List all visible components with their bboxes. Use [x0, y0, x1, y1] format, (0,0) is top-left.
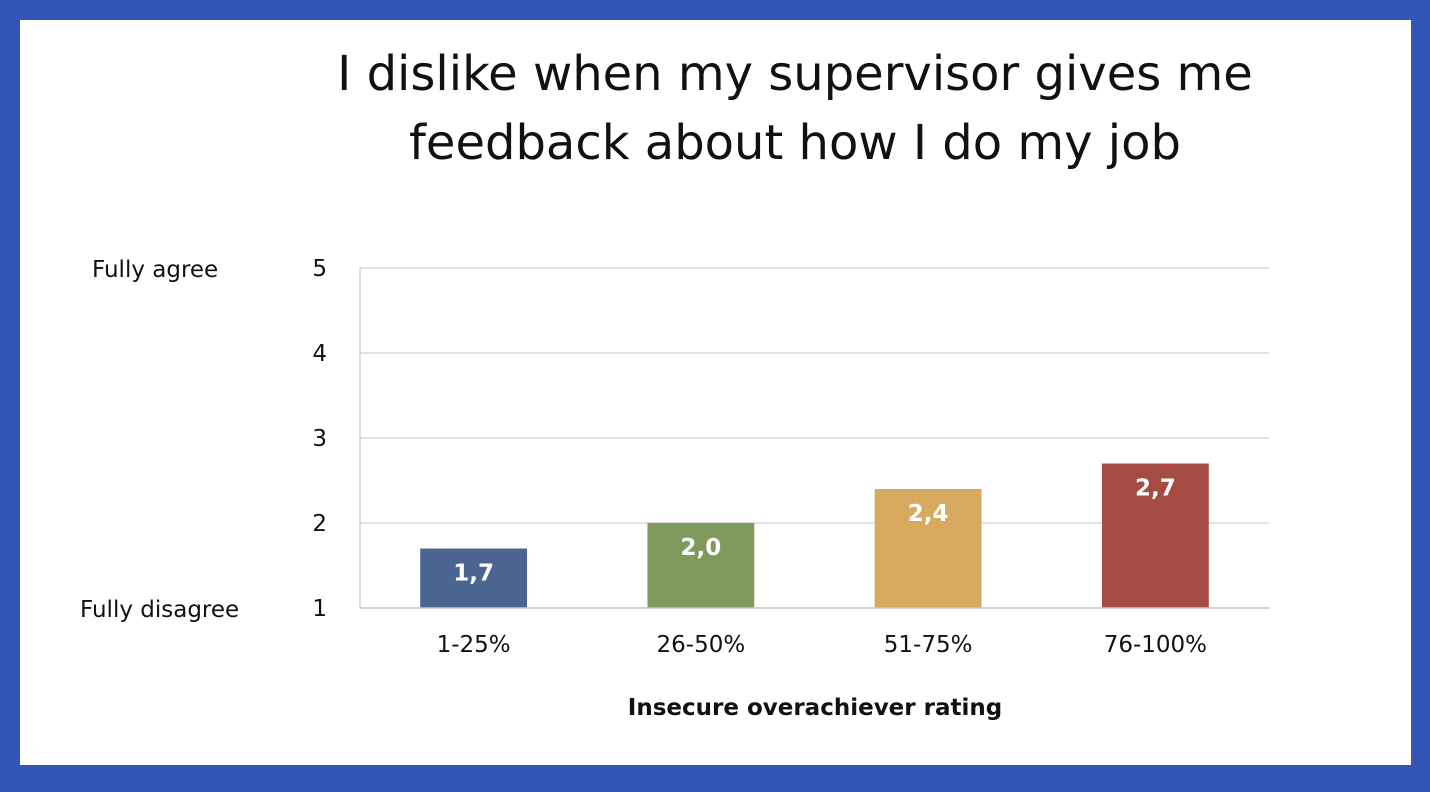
y-tick-label-5: 5 — [312, 256, 327, 282]
bar-value-label-76-100%: 2,7 — [1135, 476, 1176, 502]
bar-26-50% — [647, 523, 755, 608]
x-axis-label: Insecure overachiever rating — [628, 695, 1002, 721]
bar-value-label-26-50%: 2,0 — [681, 535, 722, 561]
bar-value-label-1-25%: 1,7 — [453, 561, 494, 587]
chart-panel — [20, 20, 1411, 765]
x-tick-label-76-100%: 76-100% — [1104, 632, 1207, 658]
y-anchor-label-bottom: Fully disagree — [80, 597, 240, 623]
x-tick-label-1-25%: 1-25% — [437, 632, 511, 658]
chart-title-line-1: I dislike when my supervisor gives me — [337, 46, 1253, 102]
y-anchor-label-top: Fully agree — [92, 257, 219, 283]
x-tick-label-26-50%: 26-50% — [657, 632, 746, 658]
bar-value-label-51-75%: 2,4 — [908, 501, 949, 527]
x-tick-label-51-75%: 51-75% — [884, 632, 973, 658]
y-tick-label-1: 1 — [312, 596, 327, 622]
y-tick-label-3: 3 — [312, 426, 327, 452]
y-tick-label-4: 4 — [312, 341, 327, 367]
bar-76-100% — [1101, 463, 1209, 608]
chart-title-line-2: feedback about how I do my job — [409, 115, 1181, 171]
bar-1-25% — [420, 548, 528, 608]
bar-51-75% — [874, 489, 982, 608]
chart-title: I dislike when my supervisor gives me fe… — [0, 40, 1430, 178]
y-tick-label-2: 2 — [312, 511, 327, 537]
